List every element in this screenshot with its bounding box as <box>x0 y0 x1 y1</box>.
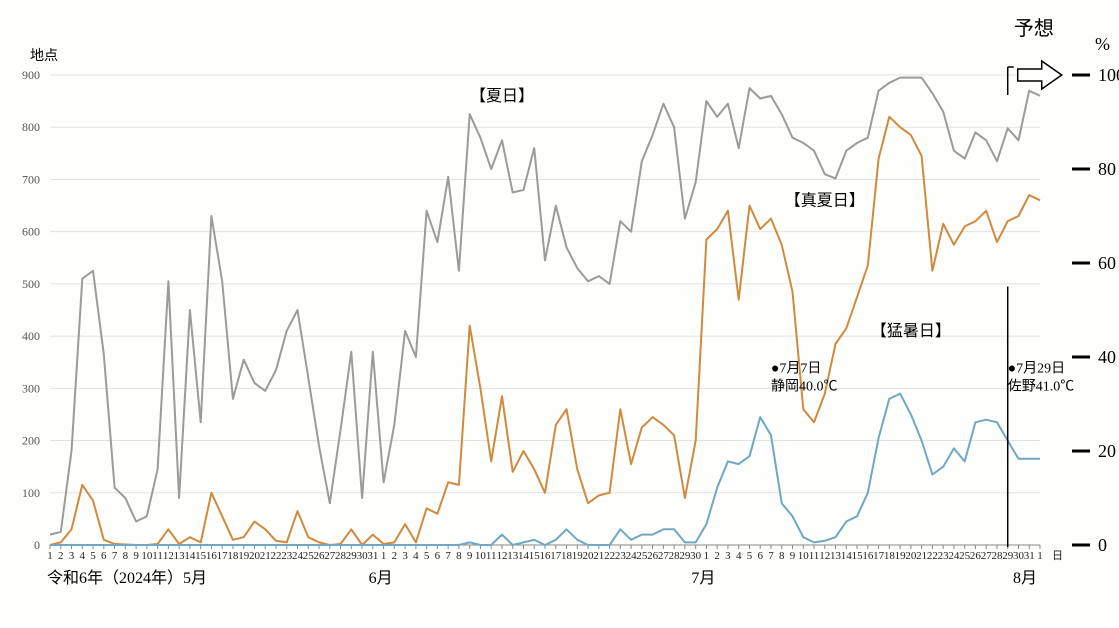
day-tick-label: 3 <box>725 550 731 562</box>
month-label: 6月 <box>369 570 393 587</box>
series-label: 【夏日】 <box>470 88 534 105</box>
right-axis-label: % <box>1095 34 1110 54</box>
day-tick-label: 1 <box>381 550 387 562</box>
month-label: 8月 <box>1013 570 1037 587</box>
left-tick-label: 100 <box>22 486 40 500</box>
day-tick-label: 8 <box>456 550 462 562</box>
day-tick-label: 22 <box>604 550 615 562</box>
day-tick-label: 22 <box>927 550 938 562</box>
day-tick-label: 12 <box>819 550 830 562</box>
right-tick-label: 0 <box>1098 535 1107 555</box>
day-tick-label: 5 <box>747 550 753 562</box>
forecast-arrow-icon <box>1018 61 1062 89</box>
day-tick-label: 1 <box>704 550 710 562</box>
day-tick-label: 9 <box>133 550 139 562</box>
day-tick-label: 7 <box>112 550 118 562</box>
month-label: 令和6年（2024年）5月 <box>47 569 207 587</box>
annotation-text: ●7月29日 <box>1008 361 1065 377</box>
annotation-text: 佐野41.0℃ <box>1008 379 1075 395</box>
day-tick-label: 2 <box>714 550 720 562</box>
right-tick-label: 80 <box>1098 159 1116 179</box>
day-tick-label: 6 <box>101 550 107 562</box>
day-tick-label: 12 <box>496 550 507 562</box>
day-tick-label: 8 <box>779 550 785 562</box>
day-tick-label: 5 <box>90 550 96 562</box>
day-tick-label: 22 <box>270 550 281 562</box>
day-tick-label: 6 <box>757 550 763 562</box>
right-tick-label: 40 <box>1098 347 1116 367</box>
series-natsu <box>50 78 1040 535</box>
annotation-text: ●7月7日 <box>771 361 821 377</box>
day-tick-label: 4 <box>413 550 419 562</box>
right-tick-label: 20 <box>1098 441 1116 461</box>
day-tick-label: 26 <box>314 550 326 562</box>
day-tick-label: 1 <box>47 550 53 562</box>
line-chart: 0 100 200 300 400 500 600 700 800 900 地点 0 20 40 60 80 1… <box>0 0 1119 628</box>
day-tick-label: 1 <box>1037 550 1043 562</box>
right-tick-label: 60 <box>1098 253 1116 273</box>
series-mousho <box>50 394 1040 545</box>
annotation-text: 静岡40.0℃ <box>771 379 838 395</box>
day-tick-label: 21 <box>260 550 271 562</box>
day-tick-label: 8 <box>123 550 129 562</box>
day-tick-label: 21 <box>593 550 604 562</box>
day-tick-label: 2 <box>58 550 64 562</box>
day-tick-label: 2 <box>392 550 398 562</box>
day-tick-label: 3 <box>69 550 75 562</box>
day-tick-label: 12 <box>163 550 174 562</box>
left-tick-label: 0 <box>34 538 40 552</box>
left-tick-label: 800 <box>22 120 40 134</box>
day-tick-label: 4 <box>80 550 86 562</box>
day-tick-label: 10 <box>798 550 810 562</box>
day-tick-label: 18 <box>561 550 573 562</box>
left-tick-label: 400 <box>22 329 40 343</box>
left-tick-label: 200 <box>22 434 40 448</box>
day-tick-label: 6 <box>435 550 441 562</box>
left-axis-label: 地点 <box>30 48 58 64</box>
left-tick-label: 300 <box>22 381 40 395</box>
day-tick-label: 23 <box>281 550 293 562</box>
day-tick-label: 9 <box>790 550 796 562</box>
day-tick-label: 28 <box>669 550 681 562</box>
day-tick-label: 31 <box>1024 550 1035 562</box>
day-tick-label: 13 <box>174 550 186 562</box>
left-tick-label: 900 <box>22 68 40 82</box>
day-tick-label: 21 <box>916 550 927 562</box>
left-tick-label: 600 <box>22 225 40 239</box>
series-label: 【真夏日】 <box>785 192 865 210</box>
day-tick-label: 4 <box>736 550 742 562</box>
day-tick-label: 31 <box>367 550 378 562</box>
day-tick-label: 7 <box>768 550 774 562</box>
day-tick-label: 10 <box>141 550 153 562</box>
month-label: 7月 <box>691 570 715 587</box>
day-tick-label: 10 <box>475 550 487 562</box>
left-tick-label: 700 <box>22 172 40 186</box>
day-tick-label: 11 <box>809 550 820 562</box>
day-tick-label: 5 <box>424 550 430 562</box>
day-tick-label: 11 <box>152 550 163 562</box>
day-tick-label: 3 <box>402 550 408 562</box>
right-tick-label: 100 <box>1098 65 1119 85</box>
day-tick-label: 9 <box>467 550 473 562</box>
series-label: 【猛暑日】 <box>871 322 951 340</box>
day-tick-label: 11 <box>486 550 497 562</box>
day-tick-label: 30 <box>690 550 702 562</box>
day-suffix: 日 <box>1052 550 1063 562</box>
left-tick-label: 500 <box>22 277 40 291</box>
day-tick-label: 7 <box>445 550 451 562</box>
day-tick-label: 15 <box>529 550 541 562</box>
forecast-label: 予想 <box>1014 17 1054 40</box>
